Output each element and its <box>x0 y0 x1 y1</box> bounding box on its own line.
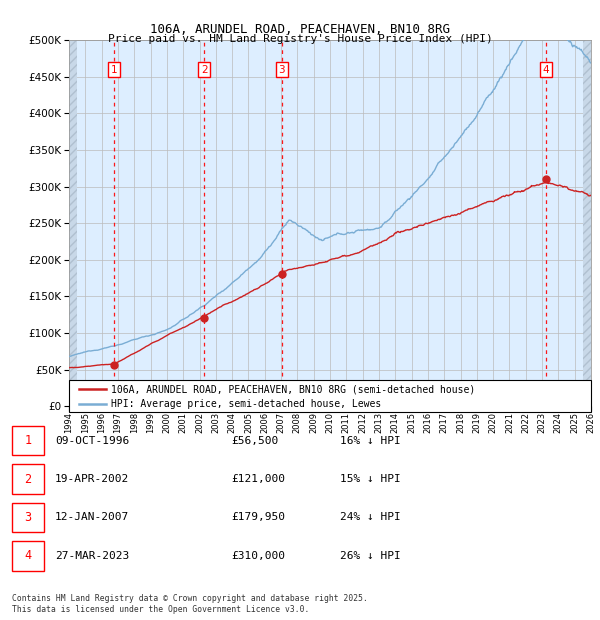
Bar <box>12 503 44 532</box>
Bar <box>583 40 591 406</box>
Text: £121,000: £121,000 <box>231 474 285 484</box>
Bar <box>69 40 77 406</box>
Bar <box>12 426 44 455</box>
Text: £56,500: £56,500 <box>231 436 278 446</box>
Text: Price paid vs. HM Land Registry's House Price Index (HPI): Price paid vs. HM Land Registry's House … <box>107 34 493 44</box>
Bar <box>12 541 44 570</box>
Text: HPI: Average price, semi-detached house, Lewes: HPI: Average price, semi-detached house,… <box>111 399 381 409</box>
Text: 106A, ARUNDEL ROAD, PEACEHAVEN, BN10 8RG (semi-detached house): 106A, ARUNDEL ROAD, PEACEHAVEN, BN10 8RG… <box>111 384 475 394</box>
Text: 2: 2 <box>24 472 31 485</box>
Text: £310,000: £310,000 <box>231 551 285 561</box>
Text: 24% ↓ HPI: 24% ↓ HPI <box>340 513 401 523</box>
Text: 4: 4 <box>24 549 31 562</box>
Text: £179,950: £179,950 <box>231 513 285 523</box>
Text: 12-JAN-2007: 12-JAN-2007 <box>55 513 130 523</box>
Text: 3: 3 <box>24 511 31 524</box>
Text: 4: 4 <box>542 64 549 74</box>
Text: 2: 2 <box>201 64 208 74</box>
Text: 16% ↓ HPI: 16% ↓ HPI <box>340 436 401 446</box>
Text: 26% ↓ HPI: 26% ↓ HPI <box>340 551 401 561</box>
Text: 106A, ARUNDEL ROAD, PEACEHAVEN, BN10 8RG: 106A, ARUNDEL ROAD, PEACEHAVEN, BN10 8RG <box>150 23 450 36</box>
Text: 1: 1 <box>111 64 118 74</box>
Text: 09-OCT-1996: 09-OCT-1996 <box>55 436 130 446</box>
Text: 3: 3 <box>278 64 285 74</box>
Text: 19-APR-2002: 19-APR-2002 <box>55 474 130 484</box>
Text: 1: 1 <box>24 434 31 447</box>
Bar <box>12 464 44 494</box>
Text: 27-MAR-2023: 27-MAR-2023 <box>55 551 130 561</box>
Text: 15% ↓ HPI: 15% ↓ HPI <box>340 474 401 484</box>
Text: Contains HM Land Registry data © Crown copyright and database right 2025.
This d: Contains HM Land Registry data © Crown c… <box>12 595 368 614</box>
